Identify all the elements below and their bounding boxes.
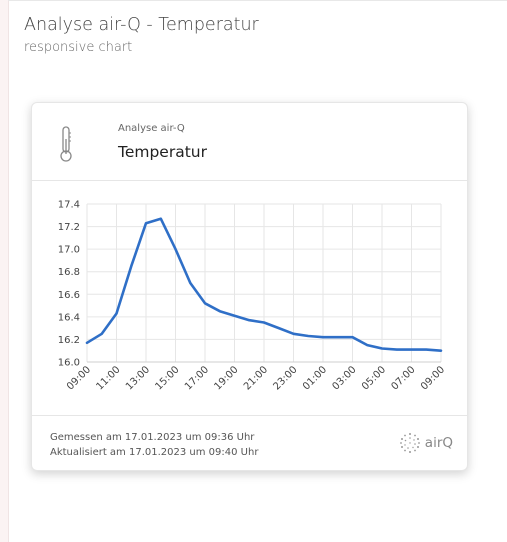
y-tick-label: 16.2: [58, 335, 80, 346]
card-header: Analyse air-Q Temperatur: [32, 103, 467, 181]
temperature-series-line: [85, 217, 443, 352]
page-title: Analyse air-Q - Temperatur: [24, 15, 259, 35]
x-tick-label: 03:00: [330, 364, 358, 392]
airq-logo-icon: [399, 433, 420, 453]
device-name: Analyse air-Q: [118, 123, 185, 134]
y-tick-label: 17.0: [58, 245, 80, 256]
x-tick-label: 09:00: [419, 364, 447, 392]
y-tick-label: 17.4: [58, 200, 80, 211]
card-title: Temperatur: [118, 143, 207, 161]
x-tick-label: 17:00: [183, 364, 211, 392]
x-tick-label: 11:00: [94, 364, 122, 392]
y-tick-label: 16.8: [58, 267, 80, 278]
y-tick-label: 17.2: [58, 222, 80, 233]
measured-timestamp: Gemessen am 17.01.2023 um 09:36 Uhr: [50, 432, 255, 443]
thermometer-icon: [60, 126, 72, 162]
x-tick-label: 13:00: [124, 364, 152, 392]
page-subtitle: responsive chart: [24, 40, 133, 55]
x-tick-label: 21:00: [242, 364, 270, 392]
logo-text: airQ: [424, 435, 453, 451]
chart-svg: 17.417.217.016.816.616.416.216.009:00 11:…: [58, 200, 447, 393]
updated-timestamp: Aktualisiert am 17.01.2023 um 09:40 Uhr: [50, 447, 259, 458]
left-border: [0, 0, 9, 542]
temperature-chart: 17.4 17.2 17.0 16.8 16.6 16.4 16.2 16.0 09:00 11:…: [32, 181, 467, 415]
temperature-card: Analyse air-Q Temperatur 17.4 17.2 17.0 16.…: [31, 102, 468, 471]
top-divider: [8, 0, 507, 1]
y-tick-label: 16.0: [58, 358, 80, 369]
x-tick-label: 23:00: [271, 364, 299, 392]
x-tick-label: 19:00: [212, 364, 240, 392]
y-tick-label: 16.6: [58, 290, 80, 301]
card-footer: Gemessen am 17.01.2023 um 09:36 Uhr Aktu…: [32, 415, 467, 471]
x-tick-label: 07:00: [389, 364, 417, 392]
x-tick-label: 09:00: [65, 364, 93, 392]
x-tick-label: 15:00: [153, 364, 181, 392]
x-tick-label: 05:00: [360, 364, 388, 392]
y-tick-label: 16.4: [58, 312, 80, 323]
x-tick-label: 01:00: [301, 364, 329, 392]
airq-logo: airQ: [398, 431, 453, 455]
